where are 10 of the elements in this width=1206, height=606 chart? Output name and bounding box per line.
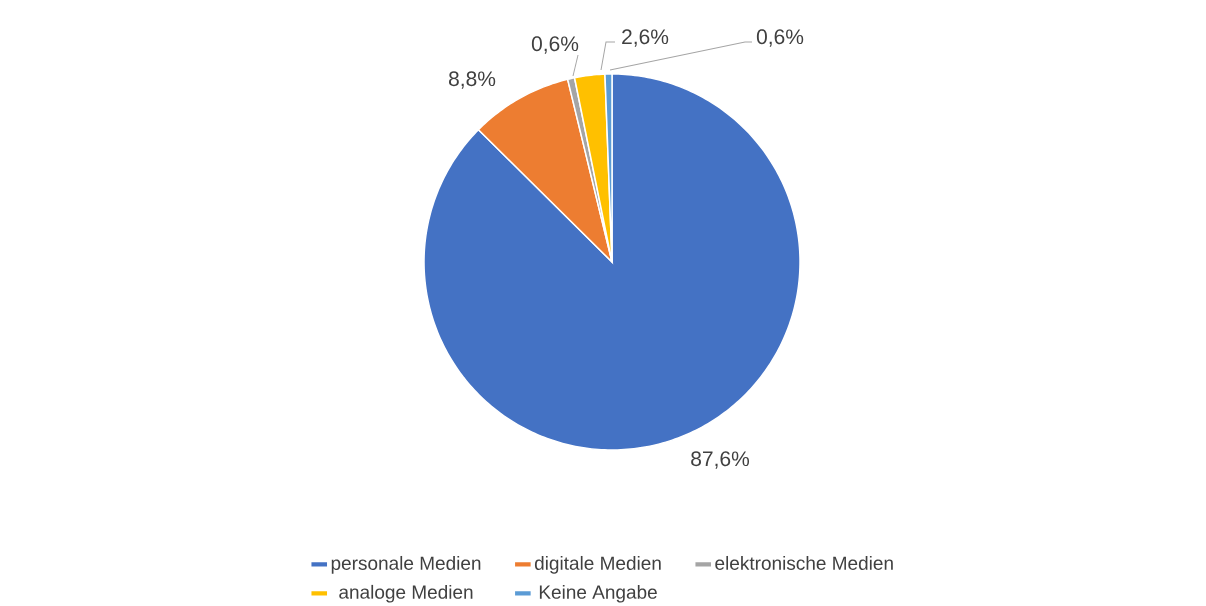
legend-label: elektronische Medien: [715, 555, 893, 570]
legend-label: digitale Medien: [534, 555, 661, 574]
data-label: 0,6%: [756, 29, 804, 47]
legend-label: Keine Angabe: [539, 584, 657, 603]
legend-label: analoge Medien: [339, 584, 473, 603]
data-label: 2,6%: [622, 29, 669, 47]
data-label: 87,6%: [691, 451, 750, 469]
data-label: 0,6%: [531, 36, 579, 54]
data-label: 8,8%: [448, 71, 496, 89]
legend-label: personale Medien: [331, 555, 481, 574]
